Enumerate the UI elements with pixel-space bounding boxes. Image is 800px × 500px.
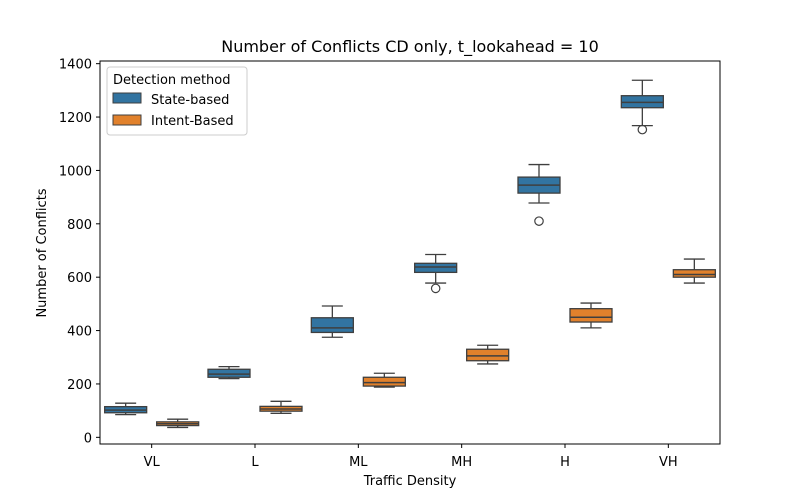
plot-frame [99, 60, 721, 445]
box-state-based-vh [620, 79, 664, 135]
iqr-box [672, 269, 716, 278]
outlier-point [534, 216, 544, 226]
box-state-based-ml [310, 305, 354, 338]
y-tick-label: 600 [67, 271, 92, 286]
iqr-box [362, 376, 406, 387]
x-tick-label: L [251, 455, 259, 470]
legend-label-state-based: State-based [151, 93, 229, 108]
x-tick-label: ML [349, 455, 368, 470]
y-tick-label: 1200 [59, 111, 92, 126]
y-tick-label: 200 [67, 378, 92, 393]
box-intent-based-l [259, 400, 303, 414]
x-axis-label: Traffic Density [363, 474, 457, 489]
y-tick-label: 0 [84, 431, 92, 446]
iqr-box [466, 348, 510, 362]
box-state-based-h [517, 163, 561, 226]
y-tick-label: 400 [67, 325, 92, 340]
legend-box [106, 66, 248, 136]
outlier-point [430, 283, 441, 294]
x-tick-label: H [560, 455, 570, 470]
box-intent-based-vh [672, 258, 716, 284]
x-tick-label: MH [451, 455, 472, 470]
axis-ticks-layer: 0 200 400 600 800 1000 1200 1400 VL L ML MH H VH [59, 58, 678, 470]
legend-title: Detection method [113, 73, 231, 88]
box-state-based-l [207, 365, 251, 380]
x-tick-label: VL [144, 455, 161, 470]
box-intent-based-h [569, 302, 613, 329]
iqr-box [414, 262, 458, 274]
box-intent-based-mh [466, 344, 510, 365]
y-axis-label: Number of Conflicts [35, 188, 50, 317]
y-tick-label: 1400 [59, 58, 92, 73]
legend-swatch-intent-based [112, 114, 142, 126]
box-intent-based-vl [156, 418, 200, 429]
iqr-box [207, 368, 251, 378]
boxes-layer [104, 79, 716, 429]
legend: Detection method State-based Intent-Base… [106, 66, 248, 136]
box-intent-based-ml [362, 372, 406, 388]
box-state-based-mh [414, 253, 458, 294]
box-state-based-vl [104, 402, 148, 416]
y-tick-label: 800 [67, 218, 92, 233]
legend-swatch-state-based [112, 92, 142, 104]
iqr-box [310, 317, 354, 334]
chart-title: Number of Conflicts CD only, t_lookahead… [221, 37, 599, 57]
iqr-box [569, 308, 613, 323]
y-tick-label: 1000 [59, 164, 92, 179]
x-tick-label: VH [659, 455, 678, 470]
legend-label-intent-based: Intent-Based [151, 114, 234, 129]
outlier-point [637, 124, 648, 135]
